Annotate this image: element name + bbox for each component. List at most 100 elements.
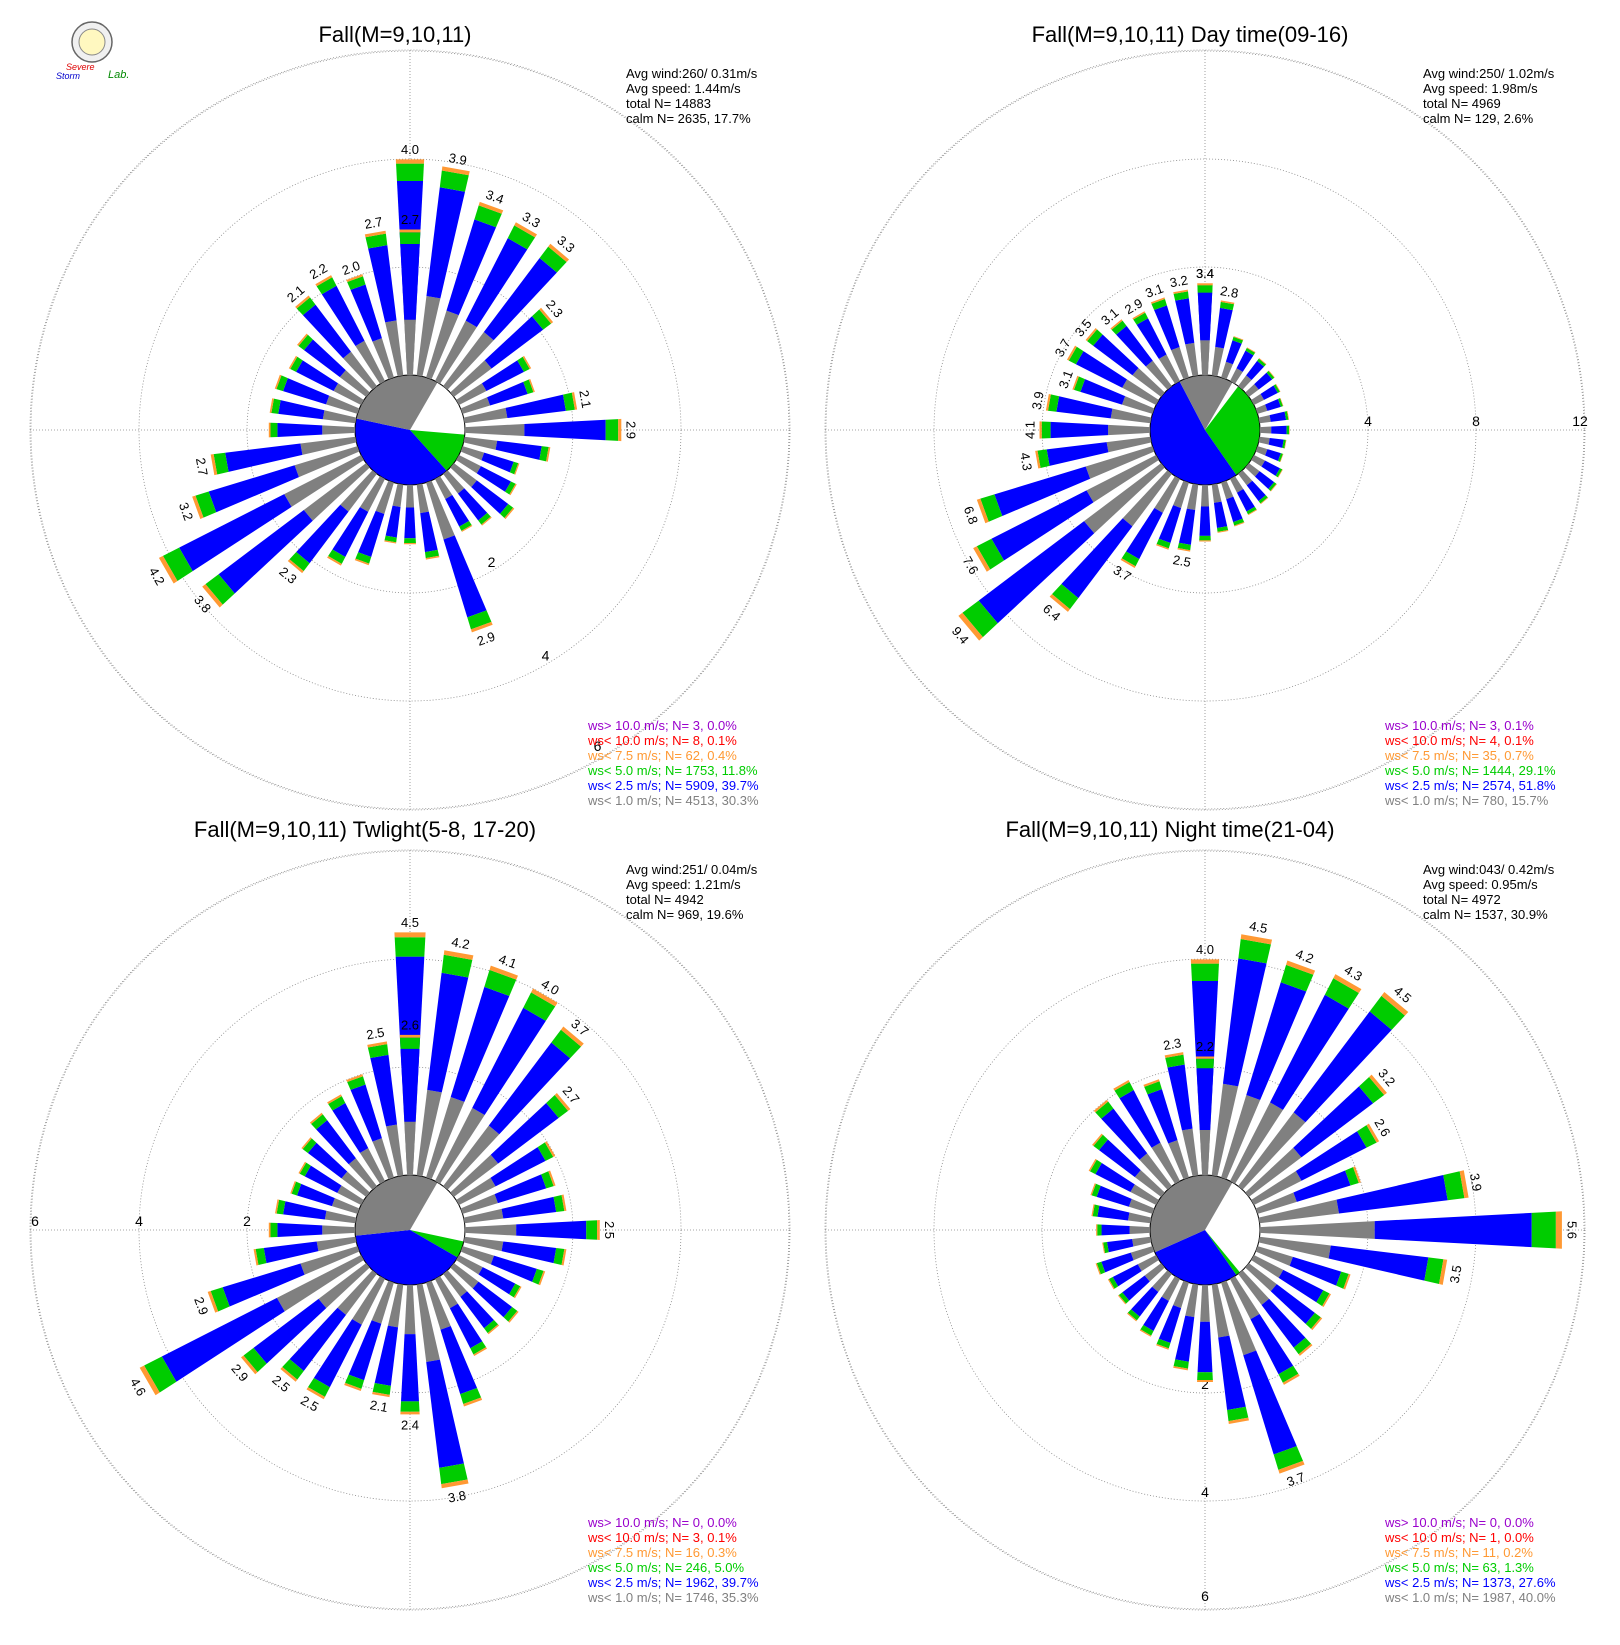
bar-segment-220 xyxy=(1131,1286,1159,1317)
bar-segment-190 xyxy=(1186,483,1199,511)
bar-segment-200 xyxy=(345,1374,365,1389)
bar-segment-330 xyxy=(328,1096,346,1111)
bar-segment-70 xyxy=(494,1174,547,1204)
legend-entry: ws< 10.0 m/s; N= 4, 0.1% xyxy=(1384,733,1534,748)
bar-segment-10 xyxy=(1219,301,1235,311)
bar-segment-60 xyxy=(522,355,532,369)
bar-segment-80 xyxy=(1258,415,1271,424)
bar-segment-220 xyxy=(1122,470,1172,527)
bar-segment-10 xyxy=(441,954,473,978)
bar-segment-40 xyxy=(551,1029,582,1059)
bar-segment-190 xyxy=(1178,508,1196,545)
chart-title: Fall(M=9,10,11) Day time(09-16) xyxy=(1032,22,1349,47)
stats-line: calm N= 1537, 30.9% xyxy=(1423,907,1548,922)
bar-segment-340 xyxy=(1150,297,1165,304)
bar-segment-150 xyxy=(1282,1373,1300,1385)
bar-segment-40 xyxy=(548,243,570,263)
bar-value-label: 2.2 xyxy=(1196,1039,1214,1054)
bar-segment-270 xyxy=(322,425,356,435)
grid-ring xyxy=(30,50,790,810)
bar-segment-40 xyxy=(1293,1011,1392,1123)
bar-segment-60 xyxy=(490,1147,546,1187)
bar-segment-150 xyxy=(473,1347,488,1356)
bar-segment-80 xyxy=(463,1208,504,1224)
chart-title: Fall(M=9,10,11) Twlight(5-8, 17-20) xyxy=(194,817,536,842)
bar-value-label: 4.2 xyxy=(450,934,470,952)
bar-segment-40 xyxy=(539,246,567,273)
bar-segment-280 xyxy=(269,398,274,413)
bar-segment-180 xyxy=(404,507,416,539)
bar-segment-70 xyxy=(548,1170,556,1187)
grid-ring xyxy=(30,850,790,1610)
bar-segment-310 xyxy=(307,1142,348,1179)
bar-segment-170 xyxy=(424,549,440,559)
bar-segment-350 xyxy=(365,233,388,249)
bar-segment-320 xyxy=(311,1114,328,1130)
bar-segment-150 xyxy=(445,495,470,527)
bar-segment-360 xyxy=(1197,292,1213,341)
bar-segment-40 xyxy=(1258,358,1267,365)
bar-segment-90 xyxy=(618,418,622,442)
calm-lt1-slice xyxy=(1149,1174,1233,1253)
bar-segment-320 xyxy=(295,295,311,309)
bar-segment-50 xyxy=(450,1154,499,1197)
bar-value-label: 3.4 xyxy=(1196,266,1214,281)
ring-label: 4 xyxy=(1364,413,1372,429)
legend-entry: ws< 5.0 m/s; N= 63, 1.3% xyxy=(1384,1560,1534,1575)
bar-segment-170 xyxy=(439,1463,468,1485)
bar-segment-90 xyxy=(1531,1211,1556,1249)
stats-line: total N= 4972 xyxy=(1423,892,1501,907)
bar-segment-110 xyxy=(514,463,520,475)
bar-segment-200 xyxy=(375,480,394,514)
bar-segment-150 xyxy=(1250,1313,1294,1375)
legend-entry: ws< 7.5 m/s; N= 11, 0.2% xyxy=(1384,1545,1533,1560)
bar-segment-100 xyxy=(553,1247,565,1265)
bar-segment-350 xyxy=(1173,291,1189,301)
bar-segment-290 xyxy=(1096,1185,1132,1207)
bar-segment-200 xyxy=(355,552,372,564)
bar-segment-110 xyxy=(1336,1271,1349,1289)
bar-segment-290 xyxy=(1080,379,1126,405)
bar-segment-250 xyxy=(207,1290,219,1313)
bar-segment-210 xyxy=(352,1276,386,1325)
bar-segment-350 xyxy=(370,1054,398,1127)
bar-segment-360 xyxy=(1199,1129,1211,1176)
bar-segment-330 xyxy=(1158,354,1181,384)
bar-segment-130 xyxy=(504,507,515,520)
bar-segment-320 xyxy=(348,1158,377,1190)
bar-segment-30 xyxy=(472,1007,546,1116)
bar-segment-30 xyxy=(465,238,528,328)
bar-segment-270 xyxy=(1041,421,1051,439)
bar-value-label: 2.6 xyxy=(401,1018,419,1033)
bar-value-label: 3.4 xyxy=(484,187,506,207)
grid-ring-outer xyxy=(824,49,1586,811)
bar-segment-240 xyxy=(161,1297,285,1382)
bar-segment-70 xyxy=(1277,398,1283,407)
bar-segment-80 xyxy=(505,394,566,419)
bar-segment-90 xyxy=(464,1224,517,1236)
bar-segment-60 xyxy=(1366,1123,1380,1143)
bar-segment-210 xyxy=(306,1387,325,1400)
bar-value-label: 2.9 xyxy=(475,629,497,649)
bar-segment-300 xyxy=(288,355,298,369)
bar-segment-140 xyxy=(1246,480,1266,502)
bar-segment-150 xyxy=(1278,1365,1299,1383)
ring-label: 4 xyxy=(542,648,550,664)
bar-segment-190 xyxy=(1175,1315,1195,1362)
bar-segment-140 xyxy=(457,488,488,521)
ring-label: 2 xyxy=(243,1213,251,1229)
bar-segment-230 xyxy=(241,1355,258,1375)
bar-segment-300 xyxy=(333,383,364,406)
bar-segment-350 xyxy=(385,320,404,377)
bar-segment-30 xyxy=(1270,994,1349,1110)
logo-text-top: Severe xyxy=(66,62,95,72)
bar-segment-350 xyxy=(1175,298,1195,345)
bar-segment-340 xyxy=(350,284,382,342)
bar-segment-40 xyxy=(483,257,557,341)
bar-segment-110 xyxy=(532,1268,544,1285)
bar-segment-160 xyxy=(1233,518,1245,526)
bar-segment-300 xyxy=(1088,1158,1097,1172)
bar-segment-320 xyxy=(316,1120,356,1165)
bar-segment-280 xyxy=(271,398,281,414)
